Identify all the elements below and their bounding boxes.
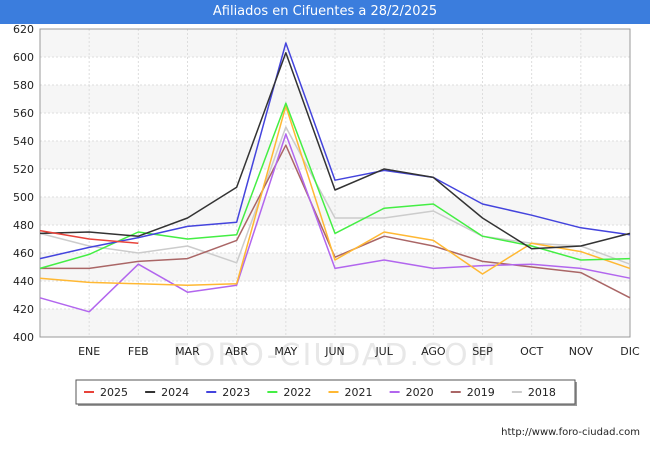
y-tick-label: 520 [13,163,34,176]
y-tick-label: 500 [13,191,34,204]
chart-title: Afiliados en Cifuentes a 28/2/2025 [0,0,650,24]
x-tick-label: NOV [569,345,594,358]
y-axis: 400 420 440 460 480 500 520 540 560 580 600 620 [13,23,34,344]
x-tick-label: OCT [520,345,543,358]
source-url[interactable]: http://www.foro-ciudad.com [501,427,640,438]
y-tick-label: 580 [13,79,34,92]
x-tick-label: ABR [225,345,248,358]
x-tick-label: DIC [620,345,640,358]
grid-lines [39,28,631,338]
y-tick-label: 540 [13,135,34,148]
legend-label-2024: 2024 [161,386,189,399]
series-lines [39,42,631,313]
legend-box [75,379,576,405]
y-tick-label: 400 [13,331,34,344]
y-tick-label: 440 [13,275,34,288]
x-tick-label: FEB [128,345,149,358]
legend: 2025 2024 2023 2022 2021 2020 2019 2018 [75,379,577,406]
y-tick-label: 620 [13,23,34,36]
legend-label-2025: 2025 [100,386,128,399]
y-tick-label: 560 [13,107,34,120]
legend-label-2023: 2023 [222,386,250,399]
y-tick-label: 600 [13,51,34,64]
series-line-2021 [39,105,631,286]
watermark: FORO-CIUDAD.COM [173,338,498,373]
series-line-2020 [39,133,631,313]
series-line-2022 [39,102,631,270]
x-tick-label: ENE [78,345,100,358]
x-tick-label: MAR [175,345,200,358]
legend-label-2021: 2021 [345,386,373,399]
x-tick-label: JUL [374,345,393,358]
y-tick-label: 420 [13,303,34,316]
x-tick-label: JUN [324,345,345,358]
x-axis: ENE FEB MAR ABR MAY JUN JUL AGO SEP OCT NOV DIC [78,345,640,358]
series-line-2024 [39,52,631,250]
legend-label-2020: 2020 [406,386,434,399]
x-tick-label: AGO [421,345,446,358]
series-line-2023 [39,42,631,260]
legend-label-2018: 2018 [528,386,556,399]
x-tick-label: SEP [472,345,493,358]
x-tick-label: MAY [274,345,297,358]
legend-label-2022: 2022 [283,386,311,399]
plot-frame [39,28,631,338]
series-line-2019 [40,144,631,299]
y-tick-label: 480 [13,219,34,232]
y-tick-label: 460 [13,247,34,260]
series-line-2025 [39,229,139,244]
legend-label-2019: 2019 [467,386,495,399]
